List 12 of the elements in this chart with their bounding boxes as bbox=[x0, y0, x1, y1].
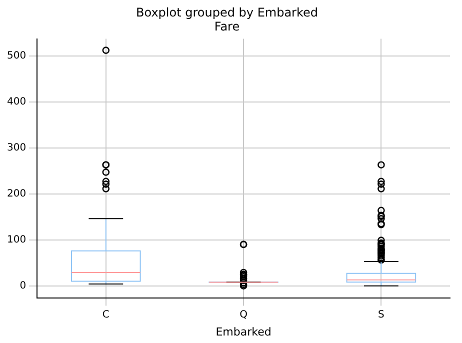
y-tick-label: 300 bbox=[6, 142, 26, 154]
chart-title: Boxplot grouped by Embarked bbox=[136, 5, 318, 20]
x-tick-label: C bbox=[102, 309, 110, 320]
x-tick-label: Q bbox=[240, 309, 248, 320]
chart-subtitle: Fare bbox=[214, 20, 240, 34]
x-axis-title: Embarked bbox=[216, 325, 272, 338]
y-tick-label: 500 bbox=[6, 50, 26, 62]
y-tick-label: 100 bbox=[6, 234, 26, 246]
y-tick-label: 400 bbox=[6, 96, 26, 108]
y-tick-label: 200 bbox=[6, 188, 26, 200]
x-tick-label: S bbox=[378, 309, 384, 320]
y-tick-label: 0 bbox=[20, 280, 26, 292]
